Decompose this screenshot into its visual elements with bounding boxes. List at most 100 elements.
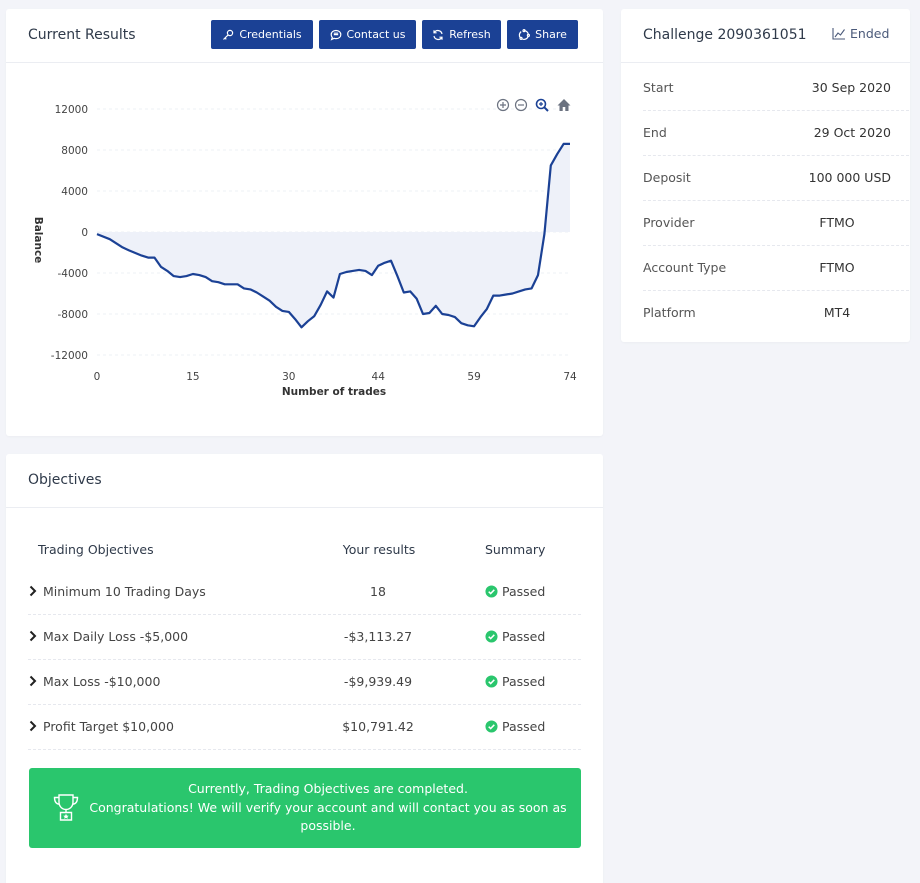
success-line-1: Currently, Trading Objectives are comple… (188, 781, 468, 796)
check-circle-icon (485, 675, 498, 688)
y-tick-label: -12000 (51, 350, 88, 362)
objective-name: Max Loss -$10,000 (43, 674, 161, 689)
chevron-right-icon[interactable] (28, 720, 38, 732)
reset-zoom-home-icon[interactable] (557, 99, 571, 111)
info-row-deposit: Deposit 100 000 USD (643, 156, 909, 201)
info-row-provider: Provider FTMO (643, 201, 909, 246)
info-row-platform: Platform MT4 (643, 291, 909, 336)
chart-line-icon (832, 28, 845, 40)
summary-label: Passed (502, 719, 546, 734)
current-results-card: Current Results Credentials Contact us R… (6, 9, 603, 436)
refresh-icon (433, 29, 443, 40)
info-value: 100 000 USD (808, 170, 891, 185)
info-row-end: End 29 Oct 2020 (643, 111, 909, 156)
balance-area (97, 143, 570, 328)
results-title: Current Results (28, 27, 136, 43)
share-label: Share (535, 28, 567, 41)
x-axis-ticks: 0 15 30 44 59 74 (94, 371, 577, 383)
info-value: MT4 (823, 305, 851, 320)
trophy-icon (53, 794, 79, 821)
y-tick-label: 8000 (61, 145, 88, 157)
summary-label: Passed (502, 584, 546, 599)
objective-result: $10,791.42 (342, 719, 414, 734)
info-value: FTMO (819, 260, 855, 275)
info-label: Start (643, 80, 674, 95)
results-divider (6, 62, 603, 63)
objective-summary: Passed (485, 629, 545, 644)
share-button[interactable]: Share (507, 20, 578, 49)
balance-line (96, 142, 570, 329)
header-summary: Summary (485, 542, 546, 557)
info-value: 30 Sep 2020 (811, 80, 891, 95)
contact-us-button[interactable]: Contact us (319, 20, 416, 49)
success-line-2: Congratulations! We will verify your acc… (89, 799, 567, 834)
info-label: End (643, 125, 667, 140)
objective-name: Max Daily Loss -$5,000 (43, 629, 189, 644)
objective-summary: Passed (485, 674, 545, 689)
objective-result: -$9,939.49 (343, 674, 413, 689)
chevron-right-icon[interactable] (28, 585, 38, 597)
x-tick-label: 74 (563, 371, 577, 383)
info-row-start: Start 30 Sep 2020 (643, 66, 909, 111)
key-icon (223, 29, 234, 40)
y-axis-ticks: 12000 8000 4000 0 -4000 -8000 -12000 (51, 104, 88, 362)
objective-summary: Passed (485, 719, 545, 734)
info-label: Provider (643, 215, 695, 230)
credentials-button[interactable]: Credentials (211, 20, 313, 49)
info-label: Platform (643, 305, 696, 320)
objective-result: -$3,113.27 (343, 629, 413, 644)
info-value: 29 Oct 2020 (813, 125, 891, 140)
info-row-account-type: Account Type FTMO (643, 246, 909, 291)
refresh-button[interactable]: Refresh (422, 20, 501, 49)
objectives-card: Objectives Trading Objectives Your resul… (6, 454, 603, 883)
contact-us-label: Contact us (346, 28, 406, 41)
objective-summary: Passed (485, 584, 545, 599)
header-your-results: Your results (342, 542, 416, 557)
y-tick-label: 12000 (55, 104, 88, 116)
success-message-box: Currently, Trading Objectives are comple… (29, 768, 581, 848)
credentials-label: Credentials (239, 28, 302, 41)
objectives-divider (6, 507, 603, 508)
chevron-right-icon[interactable] (28, 630, 38, 642)
challenge-card: Challenge 2090361051 Ended Start 30 Sep … (621, 9, 910, 342)
success-message: Currently, Trading Objectives are comple… (89, 780, 567, 836)
info-label: Deposit (643, 170, 691, 185)
objective-result: 18 (370, 584, 386, 599)
chat-icon (330, 29, 341, 41)
chevron-right-icon[interactable] (28, 675, 38, 687)
x-axis-label: Number of trades (282, 386, 386, 398)
objective-row[interactable]: Profit Target $10,000 $10,791.42 Passed (28, 705, 581, 750)
challenge-status: Ended (832, 26, 889, 41)
y-tick-label: -4000 (57, 268, 88, 280)
y-axis-label: Balance (32, 217, 44, 264)
objective-row[interactable]: Minimum 10 Trading Days 18 Passed (28, 570, 581, 615)
check-circle-icon (485, 720, 498, 733)
zoom-out-icon[interactable] (514, 98, 528, 112)
summary-label: Passed (502, 629, 546, 644)
y-tick-label: 4000 (61, 186, 88, 198)
objective-name: Profit Target $10,000 (43, 719, 174, 734)
x-tick-label: 0 (94, 371, 101, 383)
y-tick-label: -8000 (57, 309, 88, 321)
selection-zoom-icon[interactable] (535, 98, 549, 112)
challenge-divider (621, 62, 910, 63)
balance-chart: 12000 8000 4000 0 -4000 -8000 -12000 0 15 30 44 59… (32, 98, 577, 398)
objective-row[interactable]: Max Loss -$10,000 -$9,939.49 Passed (28, 660, 581, 705)
check-circle-icon (485, 630, 498, 643)
refresh-label: Refresh (449, 28, 491, 41)
x-tick-label: 44 (372, 371, 386, 383)
x-tick-label: 30 (282, 371, 295, 383)
summary-label: Passed (502, 674, 546, 689)
challenge-title: Challenge 2090361051 (643, 27, 807, 43)
y-tick-label: 0 (81, 227, 88, 239)
x-tick-label: 15 (186, 371, 199, 383)
share-icon (518, 28, 531, 40)
check-circle-icon (485, 585, 498, 598)
challenge-status-label: Ended (850, 26, 890, 41)
zoom-in-icon[interactable] (496, 98, 510, 112)
objective-row[interactable]: Max Daily Loss -$5,000 -$3,113.27 Passed (28, 615, 581, 660)
objective-name: Minimum 10 Trading Days (43, 584, 206, 599)
info-label: Account Type (643, 260, 727, 275)
header-trading-objectives: Trading Objectives (38, 542, 154, 557)
x-tick-label: 59 (467, 371, 480, 383)
